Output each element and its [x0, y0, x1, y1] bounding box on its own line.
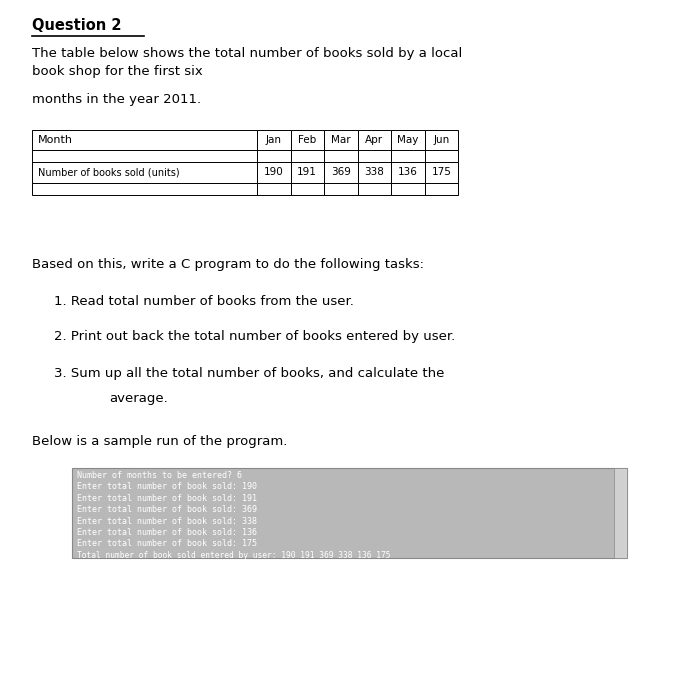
Text: 3. Sum up all the total number of books, and calculate the: 3. Sum up all the total number of books,… — [54, 367, 444, 380]
Text: Enter total number of book sold: 190: Enter total number of book sold: 190 — [77, 482, 257, 491]
Text: 2. Print out back the total number of books entered by user.: 2. Print out back the total number of bo… — [54, 330, 455, 343]
Text: months in the year 2011.: months in the year 2011. — [32, 93, 201, 106]
Text: The table below shows the total number of books sold by a local
book shop for th: The table below shows the total number o… — [32, 47, 462, 79]
Text: Mar: Mar — [331, 135, 351, 145]
Text: Apr: Apr — [365, 135, 383, 145]
Text: Question 2: Question 2 — [32, 18, 122, 33]
Text: Enter total number of book sold: 338: Enter total number of book sold: 338 — [77, 516, 257, 525]
Text: Jun: Jun — [433, 135, 450, 145]
Text: 191: 191 — [297, 167, 317, 177]
Text: average.: average. — [109, 392, 168, 405]
Text: Enter total number of book sold: 136: Enter total number of book sold: 136 — [77, 528, 257, 537]
Text: Enter total number of book sold: 369: Enter total number of book sold: 369 — [77, 505, 257, 514]
Text: 175: 175 — [431, 167, 451, 177]
Text: Number of months to be entered? 6: Number of months to be entered? 6 — [77, 471, 242, 479]
Text: Below is a sample run of the program.: Below is a sample run of the program. — [32, 435, 287, 448]
Text: Month: Month — [38, 135, 73, 145]
Text: Number of books sold (units): Number of books sold (units) — [38, 167, 180, 177]
Text: Total number of book sold entered by user: 190 191 369 338 136 175: Total number of book sold entered by use… — [77, 551, 391, 560]
Text: May: May — [397, 135, 418, 145]
Text: 369: 369 — [331, 167, 351, 177]
Text: 136: 136 — [397, 167, 418, 177]
Text: 1. Read total number of books from the user.: 1. Read total number of books from the u… — [54, 295, 354, 308]
Text: 190: 190 — [264, 167, 284, 177]
Text: Enter total number of book sold: 191: Enter total number of book sold: 191 — [77, 493, 257, 503]
Text: Based on this, write a C program to do the following tasks:: Based on this, write a C program to do t… — [32, 258, 424, 271]
Text: Jan: Jan — [266, 135, 282, 145]
Text: Feb: Feb — [298, 135, 316, 145]
Text: Enter total number of book sold: 175: Enter total number of book sold: 175 — [77, 540, 257, 549]
Text: 338: 338 — [364, 167, 384, 177]
